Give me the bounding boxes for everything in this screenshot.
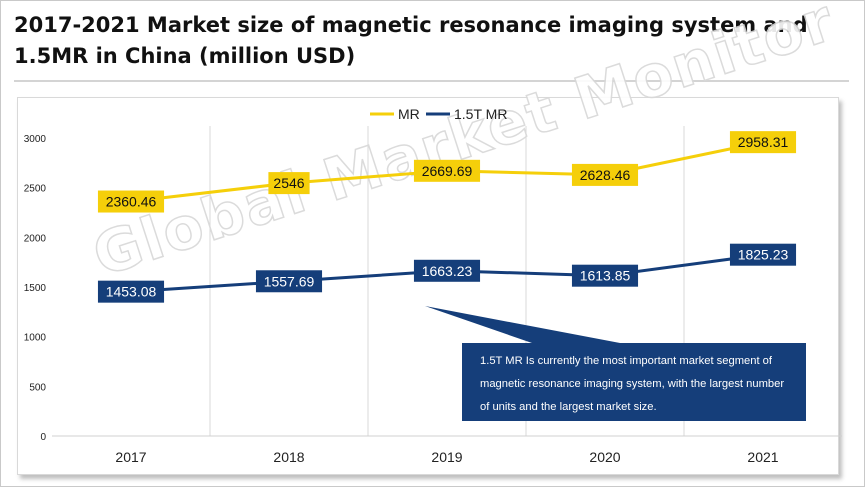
y-tick-label: 1000 <box>24 333 47 344</box>
data-label-box <box>255 270 323 293</box>
data-label-box <box>571 163 639 186</box>
x-tick-label: 2018 <box>273 449 304 465</box>
x-tick-label: 2020 <box>589 449 620 465</box>
data-label-box <box>571 264 639 287</box>
legend-label: MR <box>398 106 420 122</box>
chart-title: 2017-2021 Market size of magnetic resona… <box>14 13 808 68</box>
title-divider <box>14 80 849 82</box>
y-tick-label: 1500 <box>24 283 47 294</box>
legend-label: 1.5T MR <box>454 106 507 122</box>
y-tick-label: 2500 <box>24 184 47 195</box>
data-labels: 2360.46 2546 2669.69 2628.46 2958.31 1453.08 1… <box>97 131 797 303</box>
y-tick-label: 500 <box>29 382 46 393</box>
y-tick-label: 2000 <box>24 233 47 244</box>
callout-box: 1.5T MR Is currently the most important … <box>462 343 806 421</box>
y-tick-label: 3000 <box>24 134 47 145</box>
data-label: 2958.31 <box>738 134 789 150</box>
chart-legend: MR 1.5T MR <box>370 106 507 122</box>
data-label-box <box>413 259 481 282</box>
data-label-box <box>413 159 481 182</box>
data-label: 1825.23 <box>738 247 789 263</box>
data-label-box <box>729 243 797 266</box>
data-label: 1613.85 <box>580 268 631 284</box>
x-tick-label: 2017 <box>115 449 146 465</box>
callout-pointer <box>425 306 620 343</box>
data-label: 1557.69 <box>264 273 315 289</box>
data-label: 1663.23 <box>422 263 473 279</box>
data-label: 2669.69 <box>422 163 473 179</box>
data-label: 2360.46 <box>106 194 157 210</box>
data-label-box <box>729 131 797 154</box>
data-label: 2628.46 <box>580 167 631 183</box>
data-label-box <box>268 172 310 195</box>
x-tick-label: 2021 <box>747 449 778 465</box>
x-tick-label: 2019 <box>431 449 462 465</box>
x-axis: 2017 2018 2019 2020 2021 <box>115 449 778 465</box>
data-label: 1453.08 <box>106 284 157 300</box>
data-label: 2546 <box>273 175 304 191</box>
y-tick-label: 0 <box>40 432 46 443</box>
y-axis: 0 500 1000 1500 2000 2500 3000 <box>24 134 47 443</box>
data-label-box <box>97 280 165 303</box>
data-label-box <box>97 190 165 213</box>
